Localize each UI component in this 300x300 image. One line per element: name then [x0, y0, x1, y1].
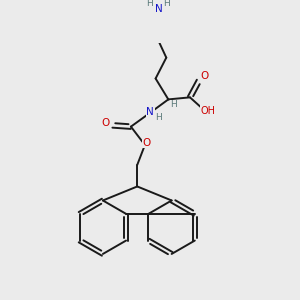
- Text: N: N: [146, 107, 154, 117]
- Text: OH: OH: [201, 106, 216, 116]
- Text: H: H: [146, 0, 153, 8]
- Text: H: H: [171, 100, 177, 109]
- Text: O: O: [143, 138, 151, 148]
- Text: H: H: [164, 0, 170, 8]
- Text: N: N: [155, 4, 163, 14]
- Text: O: O: [101, 118, 110, 128]
- Text: H: H: [155, 113, 162, 122]
- Text: O: O: [200, 71, 208, 81]
